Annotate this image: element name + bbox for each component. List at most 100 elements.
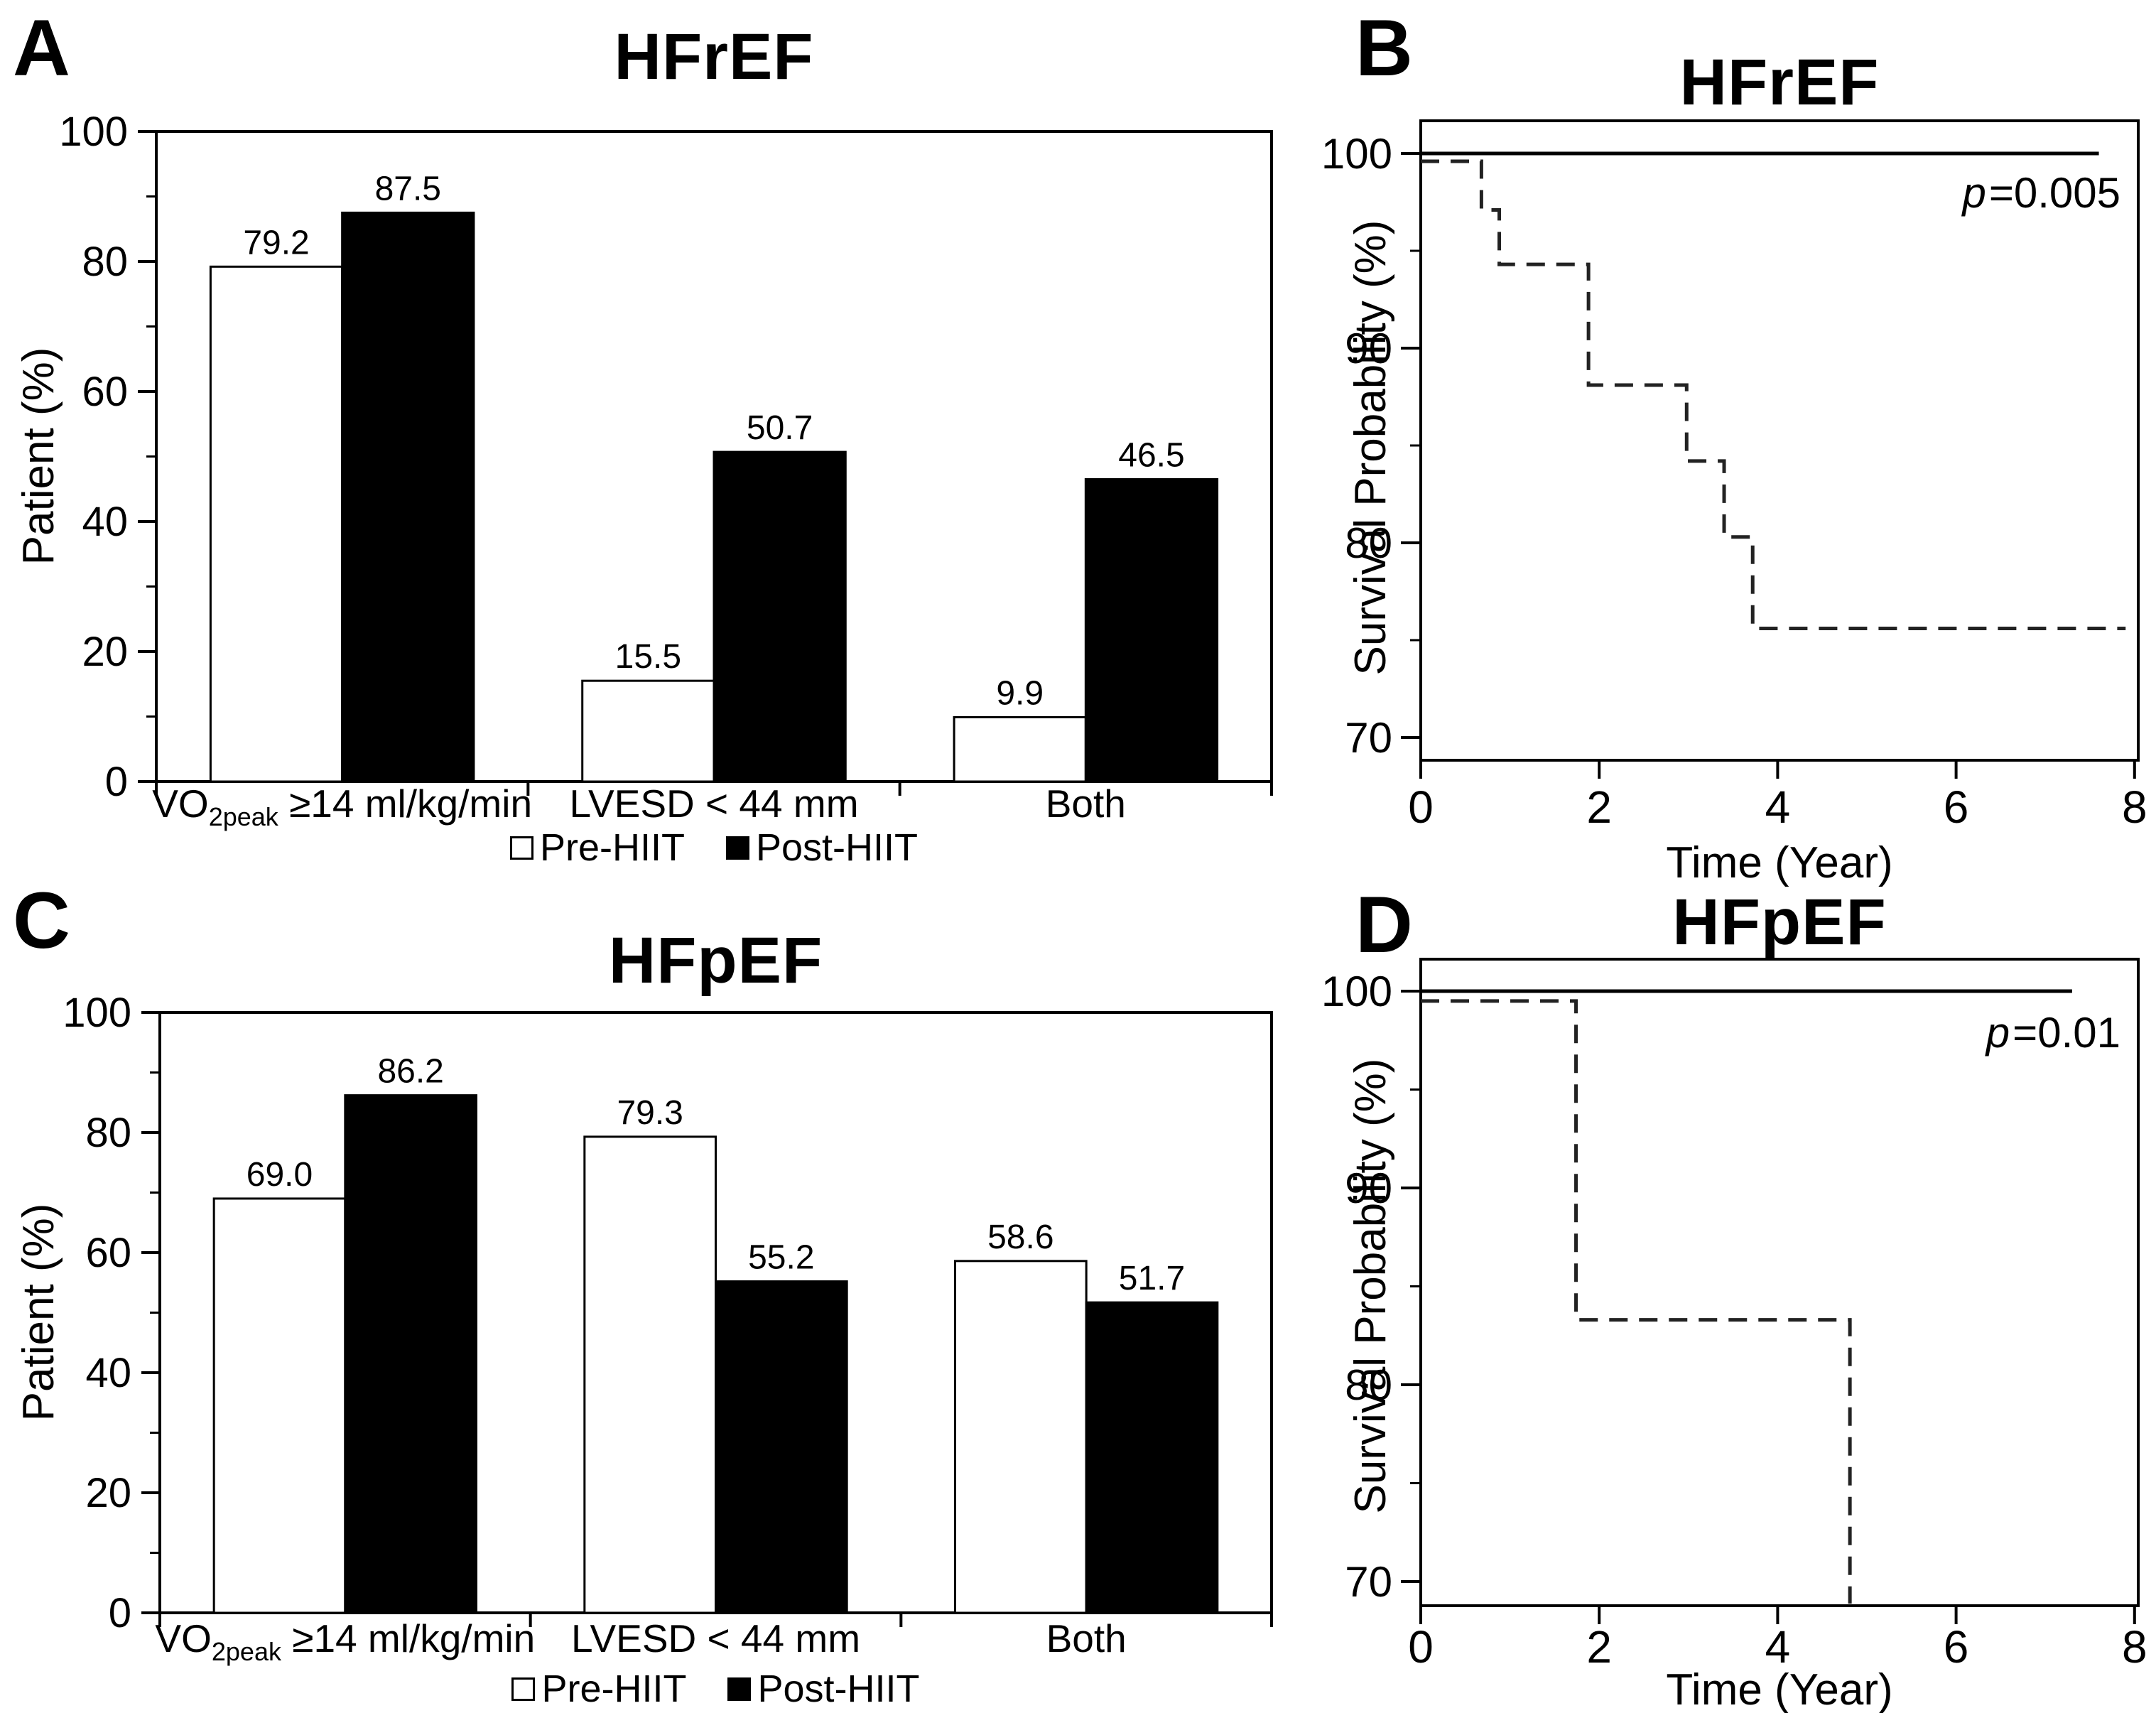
x-tick-label: 6	[1944, 782, 1969, 833]
x-tick-label: 2	[1586, 782, 1612, 833]
legend-label: Post-HIIT	[757, 1668, 920, 1710]
y-tick-label: 60	[82, 369, 128, 415]
km-dashed-line	[1421, 999, 1852, 1604]
bar-pre-hiit	[583, 1135, 717, 1614]
p-value-label-d: p=0.01	[1705, 1012, 2120, 1054]
panel-C-chart: 0 20 40 60 80 100 69.0 79.3 58.6 86.2 55.2 51.7 Pati…	[14, 990, 1273, 1636]
y-tick-label: 100	[1321, 130, 1392, 178]
p-symbol: p	[1962, 169, 1986, 217]
bar-value-label: 15.5	[615, 638, 681, 676]
y-tick-label: 80	[1345, 519, 1392, 567]
panel-letter-d: D	[1355, 880, 1413, 969]
bar-value-label: 79.3	[617, 1094, 683, 1132]
p-value-label-b: p=0.005	[1705, 172, 2120, 215]
x-tick-label: 8	[2122, 1621, 2147, 1673]
axis-box	[1419, 958, 2140, 1607]
pre-hiit-swatch-icon	[511, 1677, 536, 1701]
bar-value-label: 55.2	[748, 1239, 814, 1277]
y-tick-label: 20	[85, 1470, 131, 1516]
panel-title-d: HFpEF	[1672, 886, 1887, 958]
y-tick-label: 0	[109, 1590, 131, 1636]
legend-label: Pre-HIIT	[539, 826, 685, 869]
bar-pre-hiit	[581, 679, 715, 783]
bar-post-hiit	[713, 450, 847, 783]
axis-box	[1419, 119, 2140, 762]
y-tick-label: 40	[85, 1350, 131, 1396]
legend-item-pre-hiit: Pre-HIIT	[511, 1670, 686, 1708]
y-tick-label: 20	[82, 629, 128, 675]
legend-label: Post-HIIT	[755, 826, 919, 869]
panel-letter-b: B	[1355, 4, 1413, 92]
bar-value-label: 46.5	[1118, 437, 1184, 475]
y-axis-title: Survival Probability (%)	[1346, 1059, 1395, 1514]
panel-D-chart: 70 80 90 100 0 2 4 6 8 Survival Probability (%)	[1321, 958, 2147, 1673]
bar-post-hiit	[1084, 478, 1219, 783]
legend-label: Pre-HIIT	[541, 1668, 687, 1710]
panel-A-chart: 0 20 40 60 80 100 79.2 15.5 9.9 87.5 50.7 46.5 Patie…	[14, 109, 1273, 805]
panel-B-chart: 70 80 90 100 0 2 4 6 8 Survival Probability (%)	[1321, 119, 2147, 833]
y-tick-label: 80	[85, 1110, 131, 1156]
legend-item-post-hiit: Post-HIIT	[725, 826, 919, 869]
y-tick-label: 0	[105, 759, 128, 805]
panel-letter-c: C	[13, 876, 70, 965]
panel-letter-a: A	[13, 4, 70, 92]
km-dashed-line	[1421, 159, 2126, 631]
panel-title-b: HFrEF	[1679, 46, 1880, 119]
category-label: VO2peak ≥14 ml/kg/min	[155, 1616, 536, 1666]
bar-pre-hiit	[212, 1197, 347, 1614]
bar-post-hiit	[344, 1094, 478, 1614]
y-tick-label: 100	[63, 990, 131, 1036]
y-tick-label: 60	[85, 1230, 131, 1276]
panel-title-a: HFrEF	[614, 21, 814, 93]
bar-post-hiit	[1085, 1301, 1219, 1614]
x-axis-title-b: Time (Year)	[1666, 838, 1893, 887]
y-axis-title: Survival Probability (%)	[1346, 220, 1395, 676]
y-tick-label: 70	[1345, 1558, 1392, 1606]
legend-c: Pre-HIIT Post-HIIT	[160, 1670, 1272, 1708]
bar-value-label: 79.2	[243, 224, 309, 261]
bar-post-hiit	[715, 1280, 848, 1614]
post-hiit-swatch-icon	[725, 836, 749, 860]
x-tick-label: 0	[1408, 1621, 1434, 1673]
p-text: =0.005	[1988, 169, 2120, 217]
y-tick-label: 40	[82, 499, 128, 545]
bar-value-label: 87.5	[375, 170, 441, 207]
bar-value-label: 69.0	[247, 1156, 313, 1194]
y-axis-title: Patient (%)	[14, 1204, 63, 1422]
post-hiit-swatch-icon	[727, 1677, 752, 1701]
x-tick-label: 4	[1765, 1621, 1791, 1673]
y-tick-label: 80	[1345, 1361, 1392, 1409]
y-tick-label: 90	[1345, 325, 1392, 372]
bar-value-label: 58.6	[987, 1218, 1053, 1256]
bar-value-label: 86.2	[377, 1053, 443, 1091]
x-tick-label: 6	[1944, 1621, 1969, 1673]
x-axis-title-d: Time (Year)	[1666, 1665, 1893, 1713]
bar-post-hiit	[341, 211, 475, 783]
x-tick-label: 4	[1765, 782, 1791, 833]
bar-value-label: 9.9	[996, 674, 1044, 712]
y-tick-label: 100	[1321, 968, 1392, 1015]
x-tick-label: 0	[1408, 782, 1434, 833]
pre-hiit-swatch-icon	[509, 836, 533, 860]
bar-value-label: 51.7	[1119, 1260, 1185, 1297]
panel-title-c: HFpEF	[608, 924, 823, 997]
y-tick-label: 80	[82, 239, 128, 285]
x-tick-label: 2	[1586, 1621, 1612, 1673]
y-axis-title: Patient (%)	[14, 347, 63, 566]
bar-pre-hiit	[953, 715, 1087, 783]
y-tick-label: 100	[59, 109, 128, 155]
category-label: Both	[1046, 1616, 1127, 1660]
legend-item-pre-hiit: Pre-HIIT	[509, 826, 685, 869]
category-label: LVESD < 44 mm	[570, 1616, 861, 1660]
category-label: Both	[1045, 782, 1126, 826]
p-text: =0.01	[2013, 1009, 2120, 1057]
bar-pre-hiit	[209, 265, 344, 783]
legend-a: Pre-HIIT Post-HIIT	[156, 828, 1272, 867]
bar-pre-hiit	[953, 1260, 1088, 1614]
category-label: VO2peak ≥14 ml/kg/min	[152, 782, 533, 831]
bar-value-label: 50.7	[747, 409, 813, 447]
x-tick-label: 8	[2122, 782, 2147, 833]
legend-item-post-hiit: Post-HIIT	[727, 1668, 920, 1710]
